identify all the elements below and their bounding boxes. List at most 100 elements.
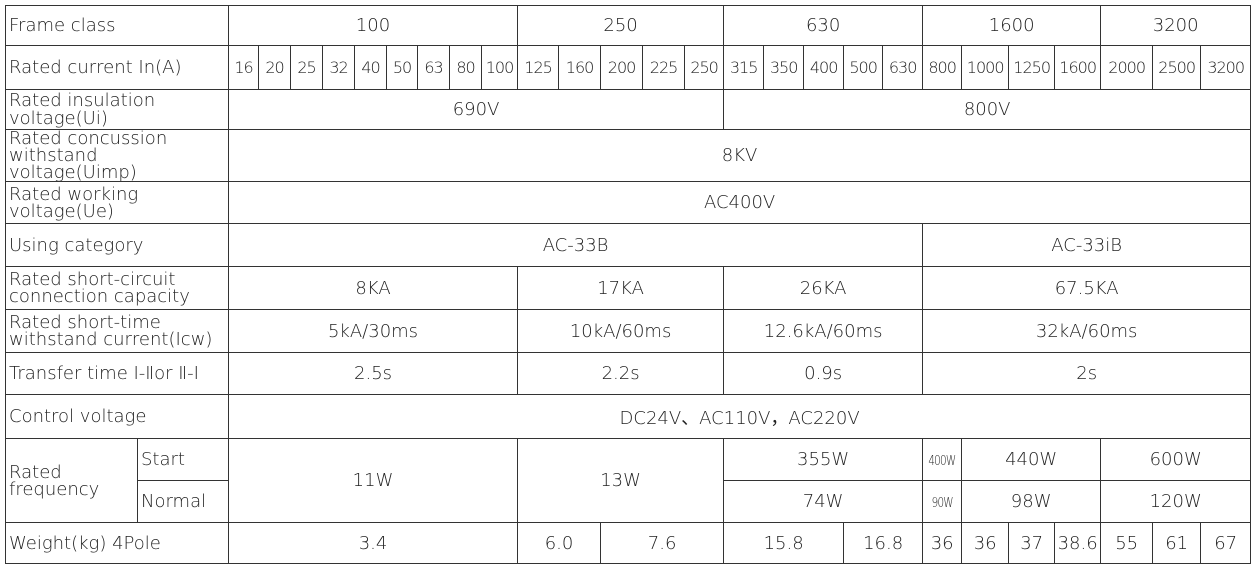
cell: 61 (1152, 522, 1202, 564)
cell: 10kA/60ms (517, 309, 725, 354)
cell: 400 (803, 45, 845, 90)
cell: AC-33B (227, 223, 924, 268)
cell: 500 (843, 45, 884, 90)
cell: 630 (882, 45, 924, 90)
cell: 2.5s (227, 352, 519, 396)
cell: 250 (684, 45, 725, 90)
cell: AC-33iB (922, 223, 1252, 268)
row-label: Rated short-circuit connection capacity (5, 266, 229, 311)
cell: 90W (922, 480, 963, 524)
cell: 1600 (922, 5, 1102, 46)
table-row: Frame class 100 250 630 1600 3200 (5, 5, 1252, 46)
table-row: Weight(kg) 4Pole 3.4 6.0 7.6 15.8 16.8 36 36 37 3… (5, 522, 1252, 564)
cell: 20 (258, 45, 291, 90)
row-label: Rated current In(A) (5, 45, 229, 90)
cell: 350 (763, 45, 805, 90)
cell: 8KA (227, 266, 519, 311)
row-label: Transfer time Ⅰ-Ⅱor Ⅱ-Ⅰ (5, 352, 229, 396)
row-label: Rated concussion withstand voltage(Uimp) (5, 128, 229, 183)
table-row: Rated concussion withstand voltage(Uimp)… (5, 128, 1252, 183)
row-label: Using category (5, 223, 229, 268)
cell: 7.6 (600, 522, 725, 564)
table-row: Control voltage DC24V、AC110V，AC220V (5, 394, 1252, 440)
cell: 3200 (1100, 5, 1252, 46)
cell: 440W (961, 438, 1102, 482)
row-label: Rated working voltage(Ue) (5, 181, 229, 225)
row-label: Rated insulation voltage(Ui) (5, 89, 229, 130)
cell: 16 (228, 45, 259, 90)
cell-text: 90W (931, 496, 954, 512)
cell: 2.2s (517, 352, 725, 396)
table-row: Using category AC-33B AC-33iB (5, 223, 1252, 268)
cell: 100 (480, 45, 519, 90)
cell: 2500 (1152, 45, 1202, 90)
cell: 125 (517, 45, 560, 90)
cell: 1600 (1054, 45, 1102, 90)
cell: DC24V、AC110V，AC220V (227, 394, 1252, 440)
table-row: Normal 74W 90W 98W 120W (6, 480, 1252, 524)
cell: 8KV (227, 128, 1252, 183)
cell: 26KA (723, 266, 924, 311)
table-row: Rated insulation voltage(Ui) 690V 800V (5, 89, 1252, 130)
cell: 16.8 (843, 522, 924, 564)
row-label: Weight(kg) 4Pole (5, 522, 229, 564)
cell: 630 (723, 5, 924, 46)
row-label: Frame class (5, 5, 229, 46)
cell: 67.5KA (922, 266, 1252, 311)
cell: 37 (1008, 522, 1056, 564)
cell: AC400V (227, 181, 1252, 225)
cell: 1250 (1008, 45, 1056, 90)
cell: 3200 (1200, 45, 1252, 90)
cell: 250 (517, 5, 725, 46)
cell: 800 (922, 45, 963, 90)
cell: 13W (517, 438, 725, 524)
cell: 800V (723, 89, 1252, 130)
cell: 690V (227, 89, 725, 130)
cell: 100 (227, 5, 519, 46)
table-row: Rated short-circuit connection capacity 8… (5, 266, 1252, 311)
sub-label: Normal (137, 480, 229, 524)
spec-table: Frame class 100 250 630 1600 3200 Rated curren… (5, 5, 1252, 564)
row-label: Rated short-time withstand current(Icw) (5, 309, 229, 354)
cell: 0.9s (723, 352, 924, 396)
cell: 32 (322, 45, 355, 90)
cell: 38.6 (1054, 522, 1102, 564)
table-row: Rated current In(A) 16 20 25 32 40 50 63 80 100 12… (5, 45, 1252, 90)
cell: 50 (386, 45, 418, 90)
cell: 40 (354, 45, 387, 90)
cell: 160 (558, 45, 602, 90)
cell: 63 (417, 45, 450, 90)
cell: 74W (723, 480, 924, 524)
sub-label: Start (137, 438, 229, 482)
cell: 200 (600, 45, 644, 90)
cell: 36 (922, 522, 963, 564)
cell: 17KA (517, 266, 725, 311)
cell: 6.0 (517, 522, 602, 564)
table-row: Rated frequency Start 11W 13W 355W 400W 440W 60… (5, 438, 1252, 524)
cell: 98W (961, 480, 1102, 524)
cell: 315 (723, 45, 765, 90)
row-label: Control voltage (5, 394, 229, 440)
cell: 55 (1100, 522, 1154, 564)
cell: 355W (723, 438, 924, 482)
cell: 2000 (1100, 45, 1154, 90)
cell-text: 400W (928, 454, 957, 470)
cell: 5kA/30ms (227, 309, 519, 354)
cell: 2s (922, 352, 1252, 396)
cell: 25 (290, 45, 323, 90)
cell: 120W (1100, 480, 1252, 524)
cell: 3.4 (227, 522, 519, 564)
cell: 67 (1200, 522, 1252, 564)
cell: 15.8 (723, 522, 845, 564)
cell: 1000 (961, 45, 1010, 90)
cell: 600W (1100, 438, 1252, 482)
cell: 400W (922, 438, 963, 482)
table-row: Rated working voltage(Ue) AC400V (5, 181, 1252, 225)
cell: 36 (961, 522, 1010, 564)
row-label: Rated frequency (5, 438, 138, 524)
table-row: Transfer time Ⅰ-Ⅱor Ⅱ-Ⅰ 2.5s 2.2s 0.9s 2s (5, 352, 1252, 396)
cell: 11W (227, 438, 519, 524)
cell: 80 (449, 45, 482, 90)
cell: 12.6kA/60ms (723, 309, 924, 354)
